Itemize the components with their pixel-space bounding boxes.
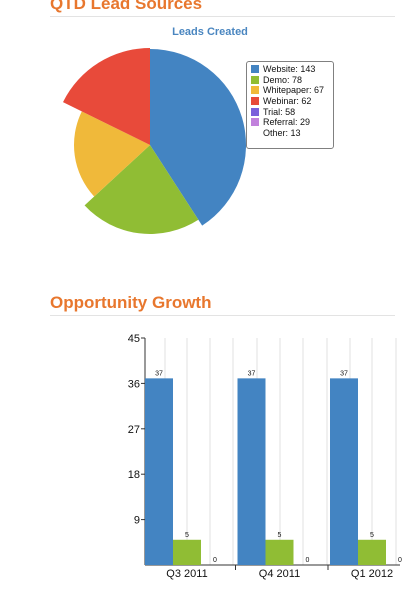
- bar-value-label: 5: [185, 532, 189, 539]
- legend-item-website: Website: 143: [251, 64, 333, 75]
- pie-slice-whitepaper: [74, 111, 150, 197]
- legend-item-referral: Referral: 29: [251, 117, 333, 128]
- bar-value-label: 0: [306, 557, 310, 564]
- bar-value-label: 37: [155, 370, 163, 377]
- legend-label: Whitepaper: 67: [263, 85, 325, 96]
- pie-chart-title: Leads Created: [172, 26, 248, 38]
- pie-slice-webinar: [62, 47, 150, 145]
- x-tick-label: Q1 2012: [351, 568, 393, 580]
- bar: [330, 378, 358, 565]
- pie-slice-website: [150, 49, 246, 226]
- bar: [145, 378, 173, 565]
- legend-label: Other: 13: [263, 127, 301, 138]
- pie-chart: [62, 47, 246, 234]
- pie-legend: Website: 143 Demo: 78 Whitepaper: 67 Webina…: [246, 61, 334, 149]
- bar-value-label: 0: [398, 557, 402, 564]
- legend-label: Demo: 78: [263, 74, 303, 85]
- legend-item-whitepaper: Whitepaper: 67: [251, 85, 333, 96]
- legend-swatch: [251, 118, 259, 127]
- legend-label: Referral: 29: [263, 117, 311, 128]
- legend-swatch: [251, 97, 259, 106]
- x-tick-label: Q4 2011: [259, 568, 300, 580]
- lead-sources-heading: QTD Lead Sources: [50, 0, 203, 13]
- lead-sources-divider: [50, 16, 395, 17]
- y-tick-label: 45: [128, 333, 140, 345]
- bar-value-label: 0: [213, 557, 217, 564]
- opportunity-growth-heading: Opportunity Growth: [50, 293, 212, 312]
- y-tick-label: 9: [134, 515, 140, 527]
- pie-slice-demo: [84, 145, 199, 234]
- legend-label: Trial: 58: [263, 106, 296, 117]
- legend-swatch: [251, 107, 259, 116]
- bar-value-label: 37: [340, 370, 348, 377]
- bar-value-label: 37: [248, 370, 256, 377]
- x-tick-label: Q3 2011: [166, 568, 207, 580]
- legend-item-webinar: Webinar: 62: [251, 96, 333, 107]
- bar-value-label: 5: [278, 532, 282, 539]
- y-tick-label: 36: [128, 378, 140, 390]
- bar: [237, 378, 266, 565]
- legend-item-other: Other: 13: [251, 128, 333, 139]
- legend-item-demo: Demo: 78: [251, 75, 333, 86]
- bar: [265, 539, 294, 565]
- legend-swatch: [251, 65, 259, 74]
- bar: [173, 539, 201, 565]
- bar-value-label: 5: [370, 532, 374, 539]
- opportunity-growth-divider: [50, 315, 395, 316]
- legend-item-trial: Trial: 58: [251, 106, 333, 117]
- legend-label: Website: 143: [263, 64, 316, 75]
- y-tick-label: 27: [128, 424, 140, 436]
- legend-label: Webinar: 62: [263, 96, 312, 107]
- y-tick-label: 18: [128, 469, 140, 481]
- legend-swatch: [251, 86, 259, 95]
- legend-swatch: [251, 75, 259, 84]
- bar: [358, 539, 386, 565]
